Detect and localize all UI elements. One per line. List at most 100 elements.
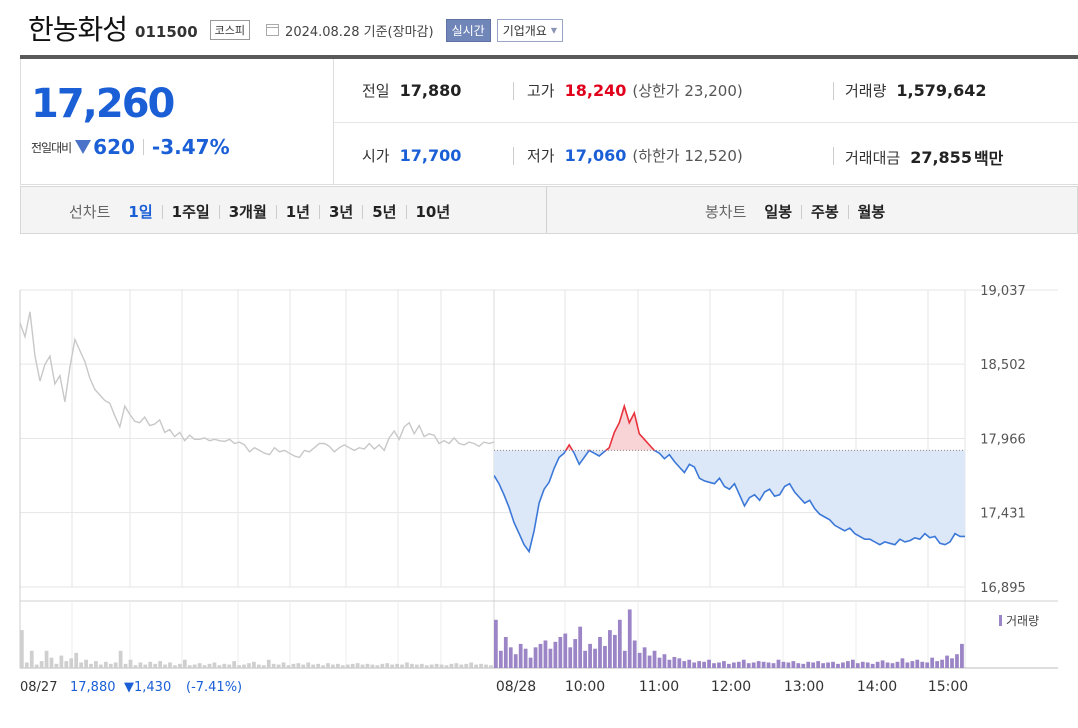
volume-bar-today <box>875 661 880 668</box>
volume-bar-today <box>900 658 905 668</box>
company-info-dropdown[interactable]: 기업개요 ▼ <box>496 18 564 42</box>
tab-1year[interactable]: 1년 <box>285 203 310 221</box>
volume-bar-today <box>593 648 597 668</box>
tab-3month[interactable]: 3개월 <box>228 203 267 221</box>
stat-high: 고가 18,240 (상한가 23,200) <box>527 80 743 101</box>
volume-bar-prev <box>74 652 79 668</box>
high-label: 고가 <box>527 82 555 100</box>
open-label: 시가 <box>362 147 390 165</box>
realtime-button[interactable]: 실시간 <box>445 18 491 42</box>
volume-bar-prev <box>133 665 138 668</box>
volume-legend-label: 거래량 <box>1006 614 1039 628</box>
volume-bar-today <box>890 663 895 668</box>
stat-separator <box>833 147 834 165</box>
volume-bar-prev <box>192 664 197 668</box>
company-name: 한농화성 <box>28 13 128 46</box>
volume-bar-prev <box>34 664 39 668</box>
x-tick-label: 12:00 <box>711 679 751 695</box>
tab-group-divider <box>546 187 547 233</box>
intraday-price-chart: 19,037 18,502 17,966 17,431 16,895 거래량 08/28 10… <box>19 284 1058 695</box>
line-chart-label: 선차트 <box>69 203 111 221</box>
volume-bar-today <box>563 633 568 668</box>
volume-bar-today <box>697 661 702 668</box>
volume-bar-prev <box>182 659 187 668</box>
chart-tab-bar: 선차트 1일 1주일 3개월 1년 3년 5년 10년 봉차트 일봉 주봉 월봉 <box>20 186 1078 234</box>
prev-day-close: 17,880 <box>70 680 116 695</box>
volume-value: 1,579,642 <box>896 81 987 100</box>
price-info-panel: 17,260 전일대비 620 -3.47% 전일 17,880 고가 18,2… <box>20 59 1078 185</box>
volume-bar-prev <box>321 665 325 668</box>
volume-bar-prev <box>59 655 64 668</box>
volume-bar-prev <box>311 664 316 668</box>
volume-bar-prev <box>439 664 444 668</box>
volume-bar-today <box>662 654 667 668</box>
volume-bar-today <box>503 637 508 668</box>
volume-bar-today <box>826 662 830 668</box>
volume-label: 거래량 <box>845 82 887 100</box>
high-value: 18,240 <box>564 81 627 100</box>
stat-volume: 거래량 1,579,642 <box>845 80 987 101</box>
volume-bar-today <box>741 659 746 668</box>
volume-bar-prev <box>355 663 360 668</box>
tab-separator <box>801 204 803 219</box>
volume-bar-prev <box>49 657 54 668</box>
amount-label: 거래대금 <box>845 148 901 167</box>
volume-bar-prev <box>163 664 167 668</box>
volume-bar-prev <box>29 650 34 668</box>
volume-bar-today <box>682 661 687 668</box>
volume-bar-prev <box>54 663 59 668</box>
volume-bar-prev <box>336 663 340 668</box>
volume-bar-prev <box>469 662 474 668</box>
volume-bar-prev <box>296 663 301 668</box>
volume-bar-prev <box>291 663 296 668</box>
prev-day-change: ▼1,430 <box>124 680 171 695</box>
volume-bar-prev <box>252 661 256 668</box>
volume-bar-today <box>781 661 786 668</box>
volume-bar-today <box>806 661 811 668</box>
volume-bar-today <box>860 661 865 668</box>
volume-bar-prev <box>113 662 118 668</box>
volume-bar-prev <box>395 663 399 668</box>
volume-bar-today <box>687 659 692 668</box>
volume-bar-prev <box>89 663 93 668</box>
volume-bar-today <box>533 647 538 668</box>
tab-monthly-candle[interactable]: 월봉 <box>857 203 886 221</box>
tab-5year[interactable]: 5년 <box>372 203 397 221</box>
volume-bar-prev <box>20 630 24 668</box>
volume-bar-today <box>865 662 870 668</box>
tab-1day[interactable]: 1일 <box>128 203 153 221</box>
volume-bar-today <box>756 661 761 668</box>
y-tick-label: 16,895 <box>980 581 1026 596</box>
volume-bar-today <box>632 640 637 668</box>
volume-bar-prev <box>489 665 493 668</box>
volume-bar-today <box>796 663 801 668</box>
tab-3year[interactable]: 3년 <box>329 203 354 221</box>
volume-bar-prev <box>281 662 286 668</box>
volume-bar-today <box>885 662 890 668</box>
y-tick-label: 17,966 <box>980 433 1026 448</box>
volume-bar-today <box>722 661 726 668</box>
volume-bar-prev <box>108 663 113 668</box>
volume-bar-today <box>598 637 602 668</box>
y-tick-label: 19,037 <box>980 284 1026 299</box>
upper-limit: (상한가 23,200) <box>632 82 743 100</box>
volume-bar-prev <box>301 664 306 668</box>
volume-bar-prev <box>434 663 439 668</box>
tab-weekly-candle[interactable]: 주봉 <box>811 203 839 221</box>
volume-legend-swatch <box>999 615 1002 626</box>
tab-daily-candle[interactable]: 일봉 <box>764 203 793 221</box>
volume-bar-prev <box>419 663 424 668</box>
tab-separator <box>405 204 407 219</box>
tab-separator <box>319 204 320 219</box>
base-date: 2024.08.28 기준(장마감) <box>266 21 434 40</box>
prev-close-value: 17,880 <box>399 81 462 100</box>
tab-1week[interactable]: 1주일 <box>171 203 210 221</box>
volume-bar-prev <box>326 663 330 668</box>
volume-bar-today <box>603 645 607 668</box>
stock-code: 011500 <box>135 23 198 41</box>
volume-bar-today <box>727 663 731 668</box>
volume-bar-today <box>513 654 518 668</box>
volume-bar-prev <box>271 663 276 668</box>
volume-bar-prev <box>370 664 375 668</box>
tab-10year[interactable]: 10년 <box>415 203 451 221</box>
